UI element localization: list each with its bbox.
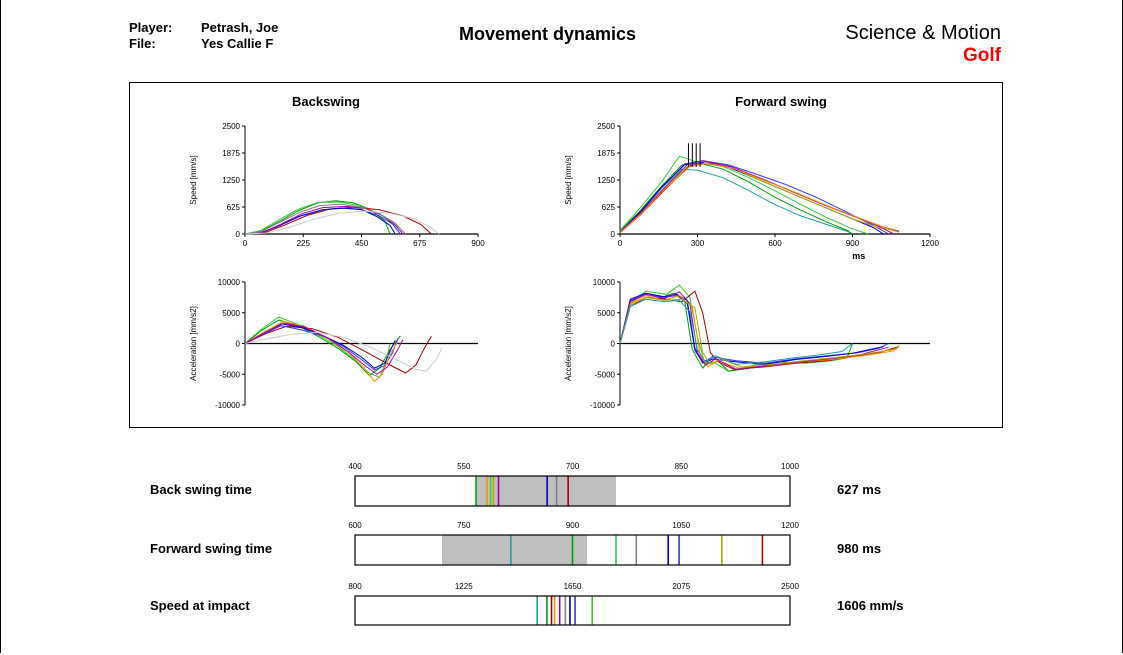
player-label: Player:	[129, 20, 173, 35]
y-axis-label: Acceleration [mm/s2]	[189, 306, 198, 381]
bar-tick-label: 700	[566, 462, 580, 471]
series-line	[619, 162, 900, 234]
series-line	[244, 325, 432, 374]
series-line	[244, 322, 404, 375]
series-line	[619, 294, 900, 369]
series-line	[619, 298, 853, 365]
x-tick-label: 300	[691, 239, 705, 248]
series-line	[244, 331, 443, 372]
bar-tick-label: 1225	[455, 582, 473, 591]
series-line	[619, 162, 900, 234]
y-tick-label: 5000	[222, 309, 240, 318]
charts-panel	[129, 82, 1003, 428]
series-line	[244, 210, 440, 235]
bar-frame	[354, 534, 791, 566]
y-axis-label: Acceleration [mm/s2]	[564, 306, 573, 381]
series-line	[619, 292, 884, 365]
series-line	[244, 205, 404, 235]
series-line	[619, 284, 879, 372]
y-tick-label: -10000	[215, 401, 240, 410]
y-tick-label: 2500	[222, 122, 240, 131]
bar-tick-label: 850	[675, 462, 689, 471]
back-swing-label: Back swing time	[150, 482, 252, 497]
x-tick-label: 675	[413, 239, 427, 248]
y-tick-label: 0	[236, 230, 241, 239]
bar-tick-label: 900	[566, 521, 580, 530]
range-band	[442, 535, 587, 565]
series-line	[244, 325, 399, 371]
bar-tick-label: 1050	[672, 521, 690, 530]
y-tick-label: -10000	[590, 401, 615, 410]
bar-tick-label: 750	[457, 521, 471, 530]
bar-tick-label: 1000	[781, 462, 799, 471]
y-tick-label: 1250	[597, 176, 615, 185]
page-title: Movement dynamics	[459, 24, 637, 44]
y-tick-label: 0	[611, 230, 616, 239]
y-axis-label: Speed [mm/s]	[564, 155, 573, 204]
forward-swing-label: Forward swing time	[150, 541, 273, 556]
x-axis-label: ms	[852, 251, 865, 261]
y-tick-label: -5000	[595, 370, 616, 379]
chart-title: Forward swing	[735, 94, 827, 109]
x-tick-label: 1200	[921, 239, 939, 248]
file-label: File:	[129, 36, 156, 51]
bar-frame	[354, 595, 791, 626]
bar-frame	[354, 475, 791, 507]
series-line	[619, 155, 869, 235]
player-value: Petrash, Joe	[201, 20, 279, 35]
impact-speed-label: Speed at impact	[150, 598, 250, 613]
y-tick-label: 0	[611, 340, 616, 349]
series-line	[619, 162, 884, 235]
bar-tick-label: 1200	[781, 521, 799, 530]
x-tick-label: 450	[355, 239, 369, 248]
bar-tick-label: 1650	[564, 582, 582, 591]
series-line	[244, 319, 401, 377]
y-tick-label: 625	[602, 203, 616, 212]
series-line	[244, 206, 432, 235]
x-tick-label: 900	[846, 239, 860, 248]
brand-sub: Golf	[963, 45, 1001, 66]
range-band	[476, 476, 616, 506]
y-tick-label: 2500	[597, 122, 615, 131]
series-line	[619, 162, 853, 235]
file-value: Yes Callie F	[201, 36, 274, 51]
forward-swing-value: 980 ms	[837, 541, 882, 556]
bar-tick-label: 2500	[781, 582, 799, 591]
chart-title: Backswing	[292, 94, 360, 109]
x-tick-label: 600	[768, 239, 782, 248]
series-line	[619, 162, 900, 233]
y-tick-label: 1875	[597, 149, 615, 158]
x-tick-label: 900	[471, 239, 485, 248]
series-line	[244, 203, 406, 235]
bar-tick-label: 600	[348, 521, 362, 530]
series-line	[244, 316, 391, 378]
series-line	[619, 160, 889, 235]
y-tick-label: -5000	[220, 370, 241, 379]
series-line	[244, 201, 401, 235]
series-line	[619, 160, 895, 235]
bar-tick-label: 400	[348, 462, 362, 471]
brand-name: Science & Motion	[845, 22, 1001, 44]
y-tick-label: 10000	[218, 278, 241, 287]
y-tick-label: 10000	[593, 278, 616, 287]
series-line	[619, 291, 889, 370]
bar-tick-label: 800	[348, 582, 362, 591]
y-tick-label: 1250	[222, 176, 240, 185]
x-tick-label: 0	[243, 239, 248, 248]
y-tick-label: 0	[236, 340, 241, 349]
series-line	[619, 296, 900, 368]
y-tick-label: 5000	[597, 309, 615, 318]
x-tick-label: 225	[297, 239, 311, 248]
bar-tick-label: 550	[457, 462, 471, 471]
y-tick-label: 1875	[222, 149, 240, 158]
y-tick-label: 625	[227, 203, 241, 212]
bar-tick-label: 2075	[672, 582, 690, 591]
x-tick-label: 0	[618, 239, 623, 248]
series-line	[619, 290, 900, 370]
y-axis-label: Speed [mm/s]	[189, 155, 198, 204]
impact-speed-value: 1606 mm/s	[837, 598, 904, 613]
back-swing-value: 627 ms	[837, 482, 882, 497]
